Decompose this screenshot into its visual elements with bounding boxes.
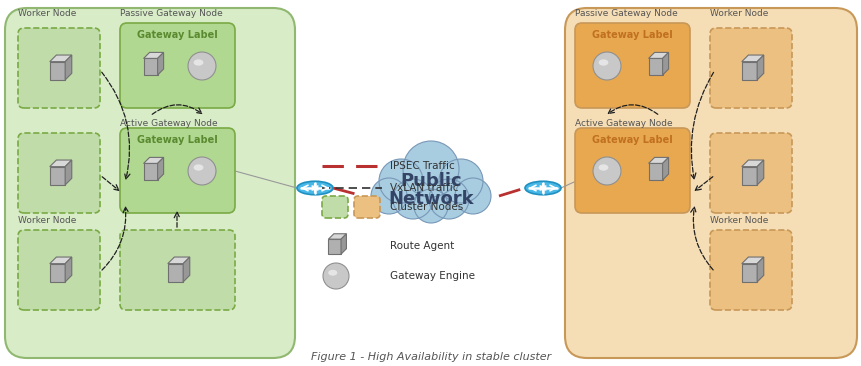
Text: Worker Node: Worker Node [709,9,767,18]
Text: Cluster Nodes: Cluster Nodes [389,202,462,212]
Circle shape [592,157,620,185]
Polygon shape [328,239,341,254]
Polygon shape [741,55,763,61]
FancyBboxPatch shape [354,196,380,218]
Circle shape [429,179,468,219]
FancyBboxPatch shape [120,23,235,108]
Polygon shape [741,167,756,185]
Ellipse shape [328,270,337,276]
Polygon shape [662,157,668,180]
FancyBboxPatch shape [18,230,100,310]
Polygon shape [662,52,668,75]
Ellipse shape [194,164,203,171]
Polygon shape [756,160,763,185]
Polygon shape [65,257,71,282]
Text: Public: Public [400,172,461,190]
Polygon shape [647,163,662,180]
Text: Gateway Label: Gateway Label [137,135,218,145]
FancyBboxPatch shape [18,133,100,213]
Text: VxLAN traffic: VxLAN traffic [389,183,458,193]
Circle shape [370,178,406,214]
Polygon shape [756,55,763,80]
Circle shape [379,159,423,203]
Text: Active Gateway Node: Active Gateway Node [574,119,672,128]
FancyBboxPatch shape [574,23,689,108]
Circle shape [393,179,432,219]
Text: Worker Node: Worker Node [709,216,767,225]
FancyBboxPatch shape [18,28,100,108]
Ellipse shape [194,59,203,66]
Polygon shape [328,234,346,239]
Polygon shape [168,264,183,282]
Ellipse shape [524,181,561,195]
Polygon shape [647,157,668,163]
Text: Passive Gateway Node: Passive Gateway Node [574,9,677,18]
Text: Gateway Label: Gateway Label [592,30,672,40]
Polygon shape [50,55,71,61]
Circle shape [188,52,216,80]
Text: Worker Node: Worker Node [18,9,77,18]
Polygon shape [144,157,164,163]
FancyBboxPatch shape [709,230,791,310]
Text: Gateway Label: Gateway Label [137,30,218,40]
Polygon shape [50,61,65,80]
Ellipse shape [598,59,608,66]
Polygon shape [741,264,756,282]
Text: Figure 1 - High Availability in stable cluster: Figure 1 - High Availability in stable c… [311,352,550,362]
Polygon shape [158,52,164,75]
Text: Route Agent: Route Agent [389,241,454,251]
Circle shape [413,189,448,223]
FancyBboxPatch shape [322,196,348,218]
FancyBboxPatch shape [120,128,235,213]
Polygon shape [741,61,756,80]
Polygon shape [50,257,71,264]
Text: Passive Gateway Node: Passive Gateway Node [120,9,222,18]
Circle shape [438,159,482,203]
Polygon shape [50,167,65,185]
Polygon shape [647,59,662,75]
Ellipse shape [598,164,608,171]
Polygon shape [158,157,164,180]
FancyBboxPatch shape [574,128,689,213]
Ellipse shape [297,181,332,195]
Polygon shape [341,234,346,254]
Polygon shape [756,257,763,282]
FancyBboxPatch shape [120,230,235,310]
Text: Network: Network [387,190,474,208]
Polygon shape [741,160,763,167]
Polygon shape [144,163,158,180]
Polygon shape [144,52,164,59]
FancyBboxPatch shape [709,133,791,213]
Polygon shape [168,257,189,264]
Polygon shape [65,160,71,185]
Text: IPSEC Traffic: IPSEC Traffic [389,161,455,171]
FancyBboxPatch shape [5,8,294,358]
FancyBboxPatch shape [709,28,791,108]
Text: Active Gateway Node: Active Gateway Node [120,119,217,128]
Circle shape [592,52,620,80]
Polygon shape [50,160,71,167]
Text: Gateway Engine: Gateway Engine [389,271,474,281]
Polygon shape [741,257,763,264]
Polygon shape [65,55,71,80]
FancyBboxPatch shape [564,8,856,358]
Circle shape [403,141,458,197]
Polygon shape [50,264,65,282]
Circle shape [323,263,349,289]
Text: Worker Node: Worker Node [18,216,77,225]
Polygon shape [144,59,158,75]
Text: Gateway Label: Gateway Label [592,135,672,145]
Circle shape [188,157,216,185]
Polygon shape [647,52,668,59]
Circle shape [455,178,491,214]
Polygon shape [183,257,189,282]
